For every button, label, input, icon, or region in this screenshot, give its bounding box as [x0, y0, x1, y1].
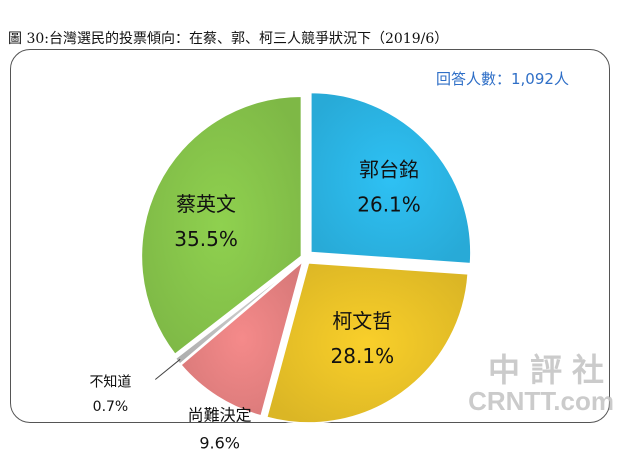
- slice-label: 不知道: [89, 373, 131, 390]
- slice-value-label: 26.1%: [357, 193, 421, 217]
- pie-slice-3: [179, 259, 305, 417]
- pie-slice-1: [310, 91, 472, 265]
- slice-label: 柯文哲: [332, 309, 392, 333]
- slice-value-label: 9.6%: [199, 433, 240, 452]
- respondent-count: 回答人數：1,092人: [436, 70, 569, 88]
- slice-label: 尚難決定: [188, 405, 252, 424]
- figure-title: 圖 30:台灣選民的投票傾向：在蔡、郭、柯三人競爭狀況下（2019/6）: [8, 31, 449, 47]
- slice-label: 郭台銘: [359, 158, 419, 182]
- slice-value-label: 35.5%: [174, 227, 238, 251]
- slice-value-label: 0.7%: [93, 399, 129, 415]
- leader-line: [154, 358, 181, 380]
- slice-value-label: 28.1%: [331, 344, 395, 368]
- pie-slice-5: [140, 95, 303, 356]
- slice-label: 蔡英文: [176, 192, 236, 216]
- watermark-logo: 中評社 CRNTT.com: [468, 351, 614, 416]
- pie-slice-2: [265, 262, 469, 424]
